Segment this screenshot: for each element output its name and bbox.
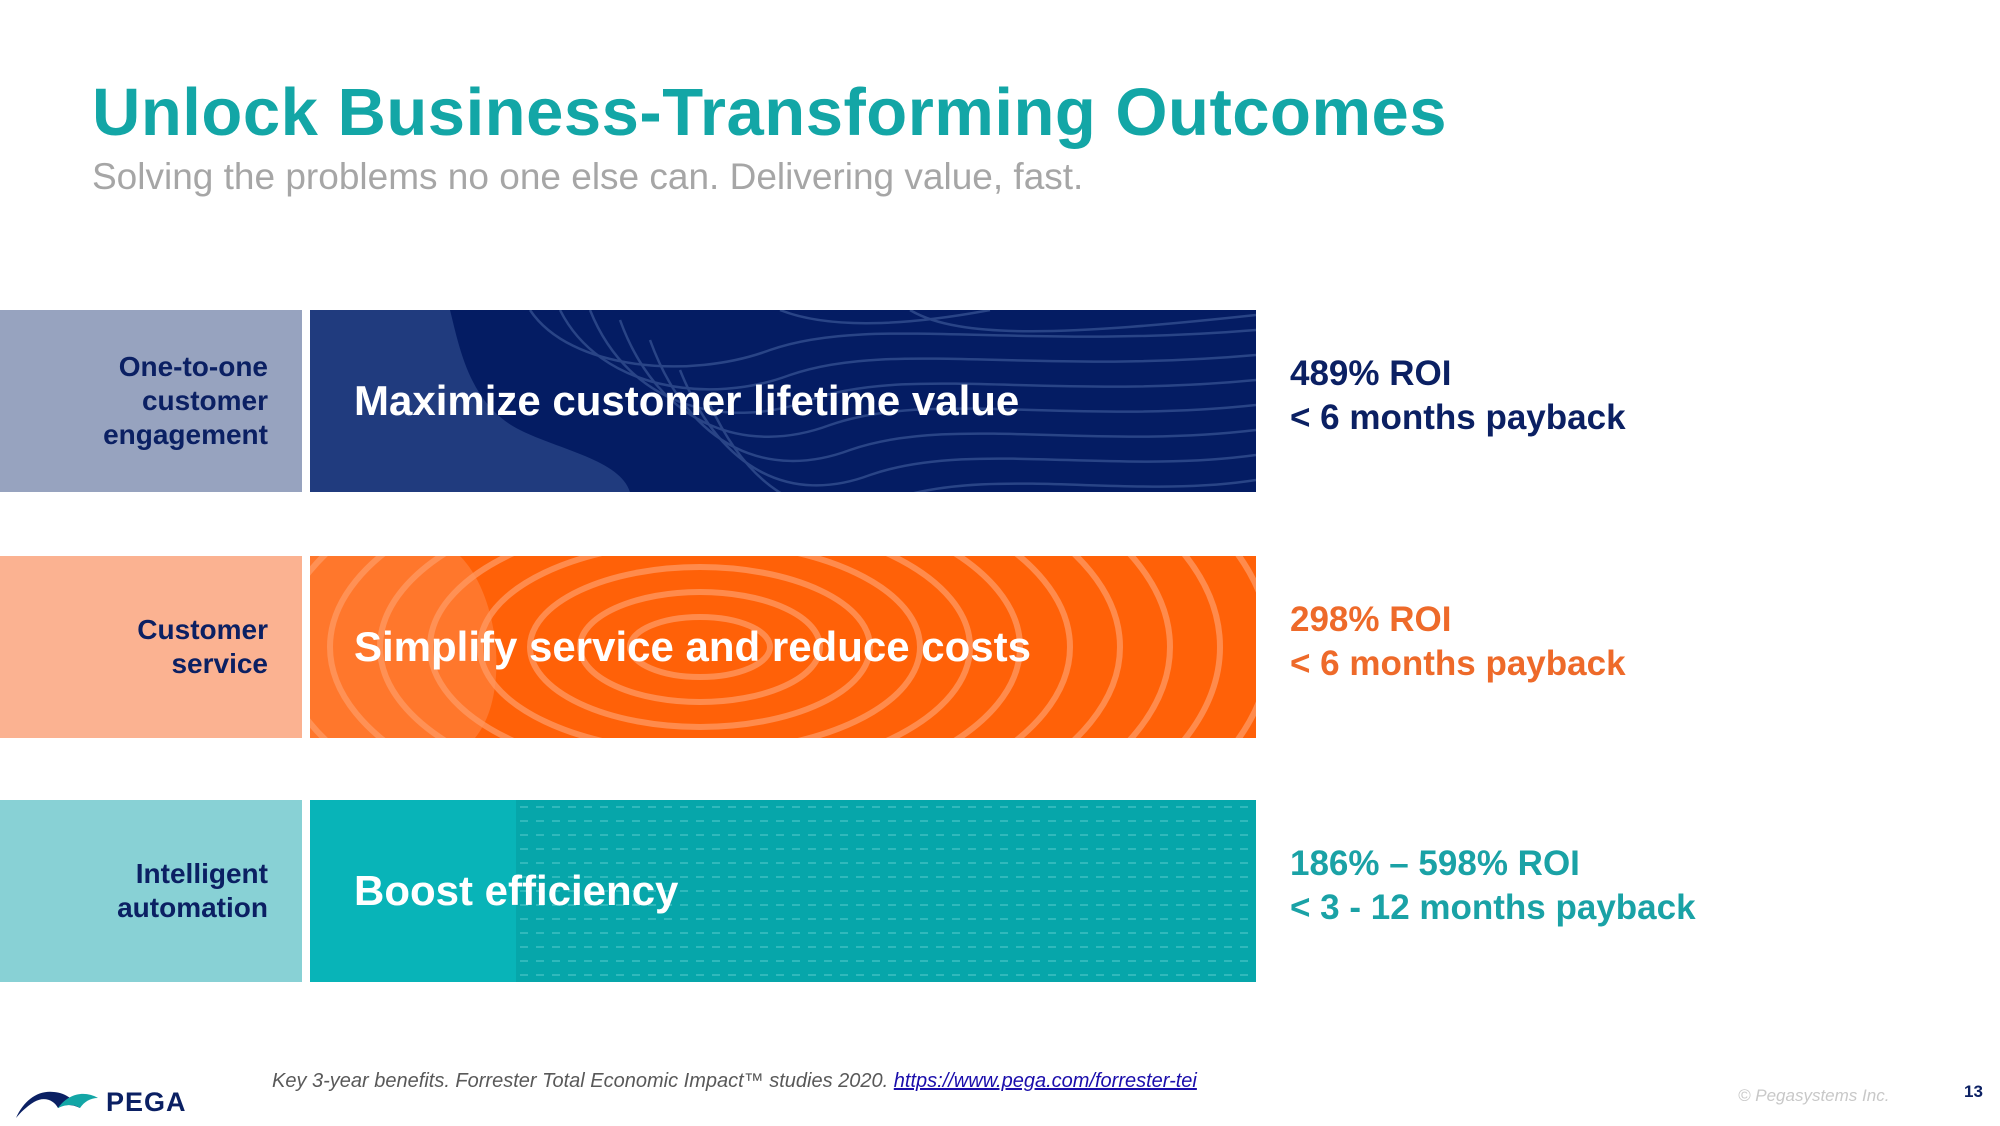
headline-text: Maximize customer lifetime value [354,377,1020,424]
pega-logo-icon [16,1091,98,1118]
outcome-row-engagement: One-to-one customer engagement Maximize … [0,310,2000,492]
metrics-block: 298% ROI < 6 months payback [1290,598,1626,686]
category-box: Customer service [0,556,302,738]
footnote-text: Key 3-year benefits. Forrester Total Eco… [272,1070,889,1092]
roi-value: 298% ROI [1290,600,1452,639]
outcome-row-automation: Intelligent automation Boost efficiency … [0,800,2000,982]
brand-wordmark: PEGA [106,1086,187,1117]
copyright-notice: © Pegasystems Inc. [1738,1086,1890,1105]
slide-title: Unlock Business-Transforming Outcomes [92,75,1448,150]
category-box: One-to-one customer engagement [0,310,302,492]
wave-pattern [310,310,1256,492]
roi-value: 186% – 598% ROI [1290,844,1580,883]
category-box: Intelligent automation [0,800,302,982]
page-number: 13 [1964,1082,1983,1101]
payback-value: < 6 months payback [1290,644,1626,683]
source-footnote: Key 3-year benefits. Forrester Total Eco… [272,1070,1197,1093]
headline-text: Boost efficiency [354,867,679,914]
headline-band: Boost efficiency [310,800,1256,982]
roi-value: 489% ROI [1290,354,1452,393]
pega-logo: PEGA [14,1082,187,1122]
metrics-block: 489% ROI < 6 months payback [1290,352,1626,440]
headline-text: Simplify service and reduce costs [354,623,1031,670]
forrester-link[interactable]: https://www.pega.com/forrester-tei [893,1070,1197,1092]
ripple-pattern [310,556,1256,738]
headline-band: Simplify service and reduce costs [310,556,1256,738]
dot-pattern [516,800,1256,982]
category-label: Customer service [137,614,268,679]
headline-band: Maximize customer lifetime value [310,310,1256,492]
payback-value: < 6 months payback [1290,398,1626,437]
metrics-block: 186% – 598% ROI < 3 - 12 months payback [1290,842,1696,930]
slide-subtitle: Solving the problems no one else can. De… [92,156,1084,197]
category-label: Intelligent automation [117,858,268,923]
category-label: One-to-one customer engagement [103,351,268,450]
payback-value: < 3 - 12 months payback [1290,888,1696,927]
outcome-row-service: Customer service Simplify service and re… [0,556,2000,738]
